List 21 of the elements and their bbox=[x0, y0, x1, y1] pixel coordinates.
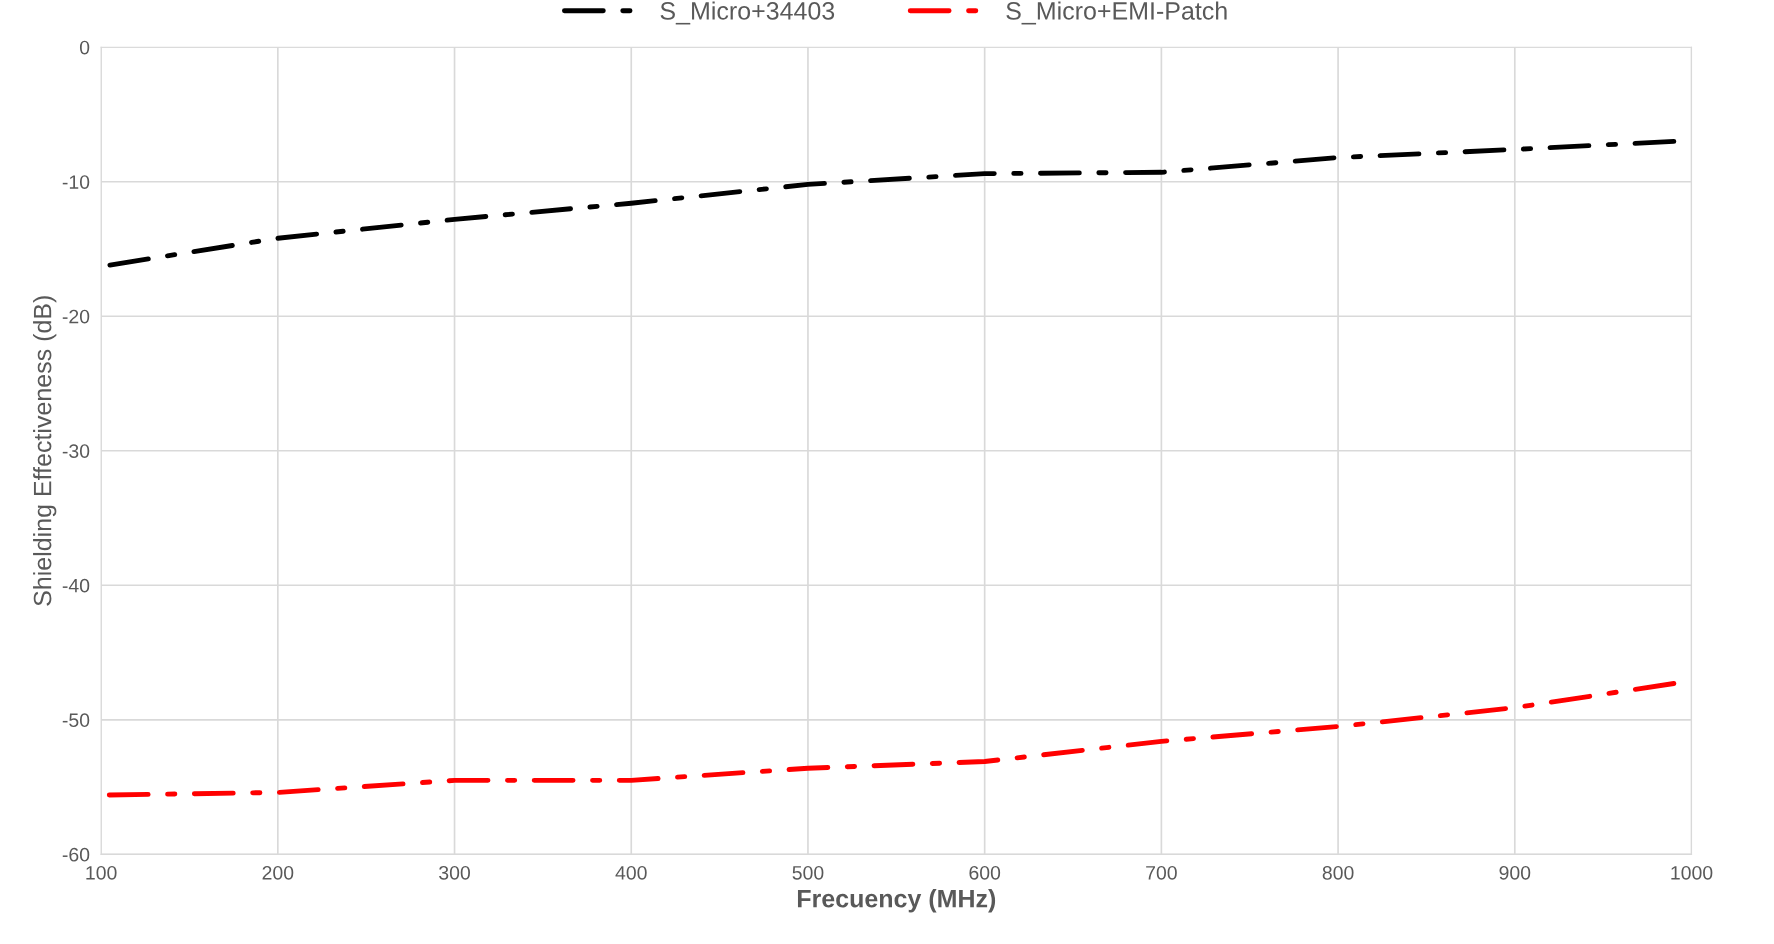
x-tick-label: 300 bbox=[439, 865, 470, 880]
y-tick-label: -40 bbox=[62, 578, 90, 593]
x-tick-label: 600 bbox=[969, 865, 1001, 880]
x-axis-title: Frecuency (MHz) bbox=[797, 889, 996, 913]
y-tick-label: -50 bbox=[62, 713, 90, 728]
x-tick-label: 200 bbox=[262, 865, 294, 880]
x-tick-label: 100 bbox=[86, 865, 117, 880]
x-tick-label: 1000 bbox=[1671, 865, 1713, 880]
y-tick-label: -10 bbox=[62, 175, 90, 189]
x-tick-label: 900 bbox=[1499, 865, 1531, 880]
y-axis-title: Shielding Effectiveness (dB) bbox=[33, 296, 57, 606]
x-tick-label: 800 bbox=[1322, 865, 1354, 880]
x-tick-label: 500 bbox=[792, 865, 824, 880]
legend-label: S_Micro+34403 bbox=[660, 1, 835, 25]
y-tick-label: -60 bbox=[62, 847, 90, 862]
legend-label: S_Micro+EMI-Patch bbox=[1006, 1, 1227, 25]
y-tick-label: 0 bbox=[79, 40, 90, 55]
y-tick-label: -30 bbox=[62, 444, 90, 458]
x-tick-label: 400 bbox=[615, 865, 647, 880]
y-tick-label: -20 bbox=[62, 309, 90, 324]
x-tick-label: 700 bbox=[1146, 865, 1177, 880]
